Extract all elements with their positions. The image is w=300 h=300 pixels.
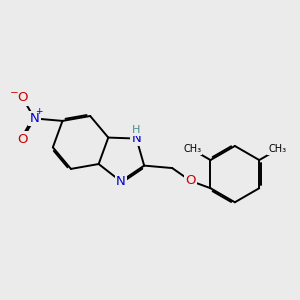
Text: H: H bbox=[132, 125, 141, 135]
Text: O: O bbox=[185, 175, 196, 188]
Text: N: N bbox=[116, 175, 126, 188]
Text: O: O bbox=[17, 91, 28, 104]
Text: −: − bbox=[10, 88, 19, 98]
Text: O: O bbox=[17, 133, 28, 146]
Text: CH₃: CH₃ bbox=[268, 145, 286, 154]
Text: N: N bbox=[131, 132, 141, 145]
Text: N: N bbox=[30, 112, 39, 125]
Text: CH₃: CH₃ bbox=[183, 145, 201, 154]
Text: +: + bbox=[34, 107, 42, 116]
